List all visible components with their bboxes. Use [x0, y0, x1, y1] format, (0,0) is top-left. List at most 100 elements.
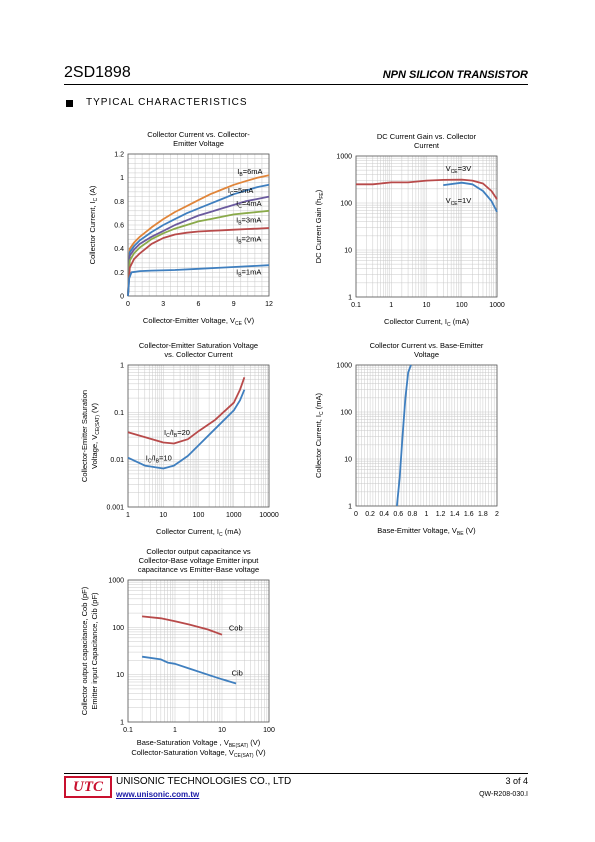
y-tick-label: 0.4 — [114, 246, 124, 253]
x-tick-label: 100 — [193, 512, 205, 519]
series-line — [127, 264, 270, 297]
series-line — [142, 615, 223, 636]
footer-divider — [64, 773, 528, 774]
x-tick-label: 0.6 — [393, 511, 403, 518]
company-website-link[interactable]: www.unisonic.com.tw — [116, 790, 200, 799]
y-tick-label: 0.6 — [114, 223, 124, 230]
plot-frame — [127, 153, 270, 297]
x-tick-label: 1.6 — [464, 511, 474, 518]
chart-title: capacitance vs Emitter-Base voltage — [138, 565, 259, 574]
x-tick-label: 1000 — [489, 302, 505, 309]
x-tick-label: 12 — [265, 301, 273, 308]
series-line — [127, 227, 270, 297]
plot-frame — [127, 364, 270, 508]
y-tick-label: 100 — [112, 625, 124, 632]
chart-title: Current — [414, 141, 440, 150]
y-tick-label: 10 — [344, 457, 352, 464]
y-tick-label: 10 — [344, 248, 352, 255]
chart-title: DC Current Gain vs. Collector — [377, 132, 477, 141]
x-tick-label: 6 — [197, 301, 201, 308]
y-tick-label: 1 — [120, 363, 124, 370]
plot-frame — [355, 155, 498, 298]
y-tick-label: 1 — [120, 720, 124, 727]
y-axis-label: Collector-Emitter Saturation — [80, 390, 89, 482]
series-line — [127, 376, 246, 445]
y-tick-label: 0 — [120, 294, 124, 301]
series-label: Cob — [229, 624, 243, 633]
chart-title: Collector-Base voltage Emitter input — [139, 556, 260, 565]
y-tick-label: 0.1 — [114, 410, 124, 417]
header-divider — [64, 84, 528, 85]
y-tick-label: 1000 — [108, 578, 124, 585]
series-line — [127, 174, 270, 297]
plot-frame — [355, 364, 498, 507]
utc-logo: UTC — [64, 776, 112, 798]
series-line — [127, 209, 270, 297]
y-tick-label: 1 — [120, 175, 124, 182]
x-tick-label: 2 — [495, 511, 499, 518]
x-tick-label: 10 — [423, 302, 431, 309]
series-label: VCE=1V — [446, 196, 472, 207]
y-tick-label: 100 — [340, 410, 352, 417]
x-tick-label: 1 — [126, 512, 130, 519]
series-line — [396, 364, 412, 507]
series-line — [141, 655, 237, 685]
y-axis-label: DC Current Gain (hFE) — [314, 189, 325, 263]
series-line — [127, 183, 270, 297]
chart-title: Collector-Emitter Saturation Voltage — [139, 341, 258, 350]
chart-title: vs. Collector Current — [164, 350, 233, 359]
y-axis-label: Collector Current, IC (A) — [88, 185, 99, 264]
company-name: UNISONIC TECHNOLOGIES CO., LTD — [116, 776, 292, 787]
x-tick-label: 100 — [456, 302, 468, 309]
series-label: IC=4mA — [236, 199, 262, 210]
x-tick-label: 0.1 — [351, 302, 361, 309]
x-axis-label: Base-Emitter Voltage, VBE (V) — [377, 526, 476, 537]
y-tick-label: 0.01 — [110, 457, 124, 464]
x-tick-label: 0.2 — [365, 511, 375, 518]
chart-title: Collector Current vs. Collector- — [147, 130, 250, 139]
y-tick-label: 1 — [348, 504, 352, 511]
y-tick-label: 100 — [340, 201, 352, 208]
x-tick-label: 10000 — [259, 512, 279, 519]
chart-title: Voltage — [414, 350, 439, 359]
grid — [355, 364, 498, 507]
series-line — [127, 195, 270, 297]
x-tick-label: 10 — [159, 512, 167, 519]
y-axis-label: Emitter input Capacitance, Cib (pF) — [90, 592, 99, 710]
x-axis-label: Base-Saturation Voltage , VBE(SAT) (V) — [137, 738, 261, 749]
chart-title: Collector output capacitance vs — [146, 547, 250, 556]
x-tick-label: 3 — [161, 301, 165, 308]
y-tick-label: 0.2 — [114, 270, 124, 277]
series-label: IC=5mA — [228, 186, 254, 197]
series-label: IC/IB=10 — [146, 454, 172, 465]
x-axis-label: Collector-Emitter Voltage, VCE (V) — [143, 316, 255, 327]
y-tick-label: 1 — [348, 295, 352, 302]
document-number: QW-R208-030.I — [479, 791, 528, 798]
series-label: IB=2mA — [236, 235, 261, 246]
x-tick-label: 1.2 — [436, 511, 446, 518]
y-axis-label: Collector Current, IC (mA) — [314, 393, 325, 478]
series-label: IB=3mA — [236, 216, 261, 227]
y-tick-label: 1.2 — [114, 152, 124, 159]
device-type: NPN SILICON TRANSISTOR — [382, 69, 528, 81]
series-label: VCE=3V — [446, 164, 472, 175]
x-tick-label: 0.8 — [408, 511, 418, 518]
x-tick-label: 1.4 — [450, 511, 460, 518]
x-axis-label: Collector-Saturation Voltage, VCE(SAT) (… — [131, 748, 266, 759]
x-tick-label: 1.8 — [478, 511, 488, 518]
plot-area — [128, 580, 269, 722]
x-tick-label: 10 — [218, 727, 226, 734]
section-bullet — [66, 100, 73, 107]
x-tick-label: 1 — [425, 511, 429, 518]
y-tick-label: 10 — [116, 672, 124, 679]
x-tick-label: 1000 — [226, 512, 242, 519]
chart-title: Emitter Voltage — [173, 139, 224, 148]
series-label: IB=1mA — [236, 268, 261, 279]
y-axis-label: Collector output capacitance, Cob (pF) — [80, 586, 89, 715]
x-tick-label: 0 — [354, 511, 358, 518]
